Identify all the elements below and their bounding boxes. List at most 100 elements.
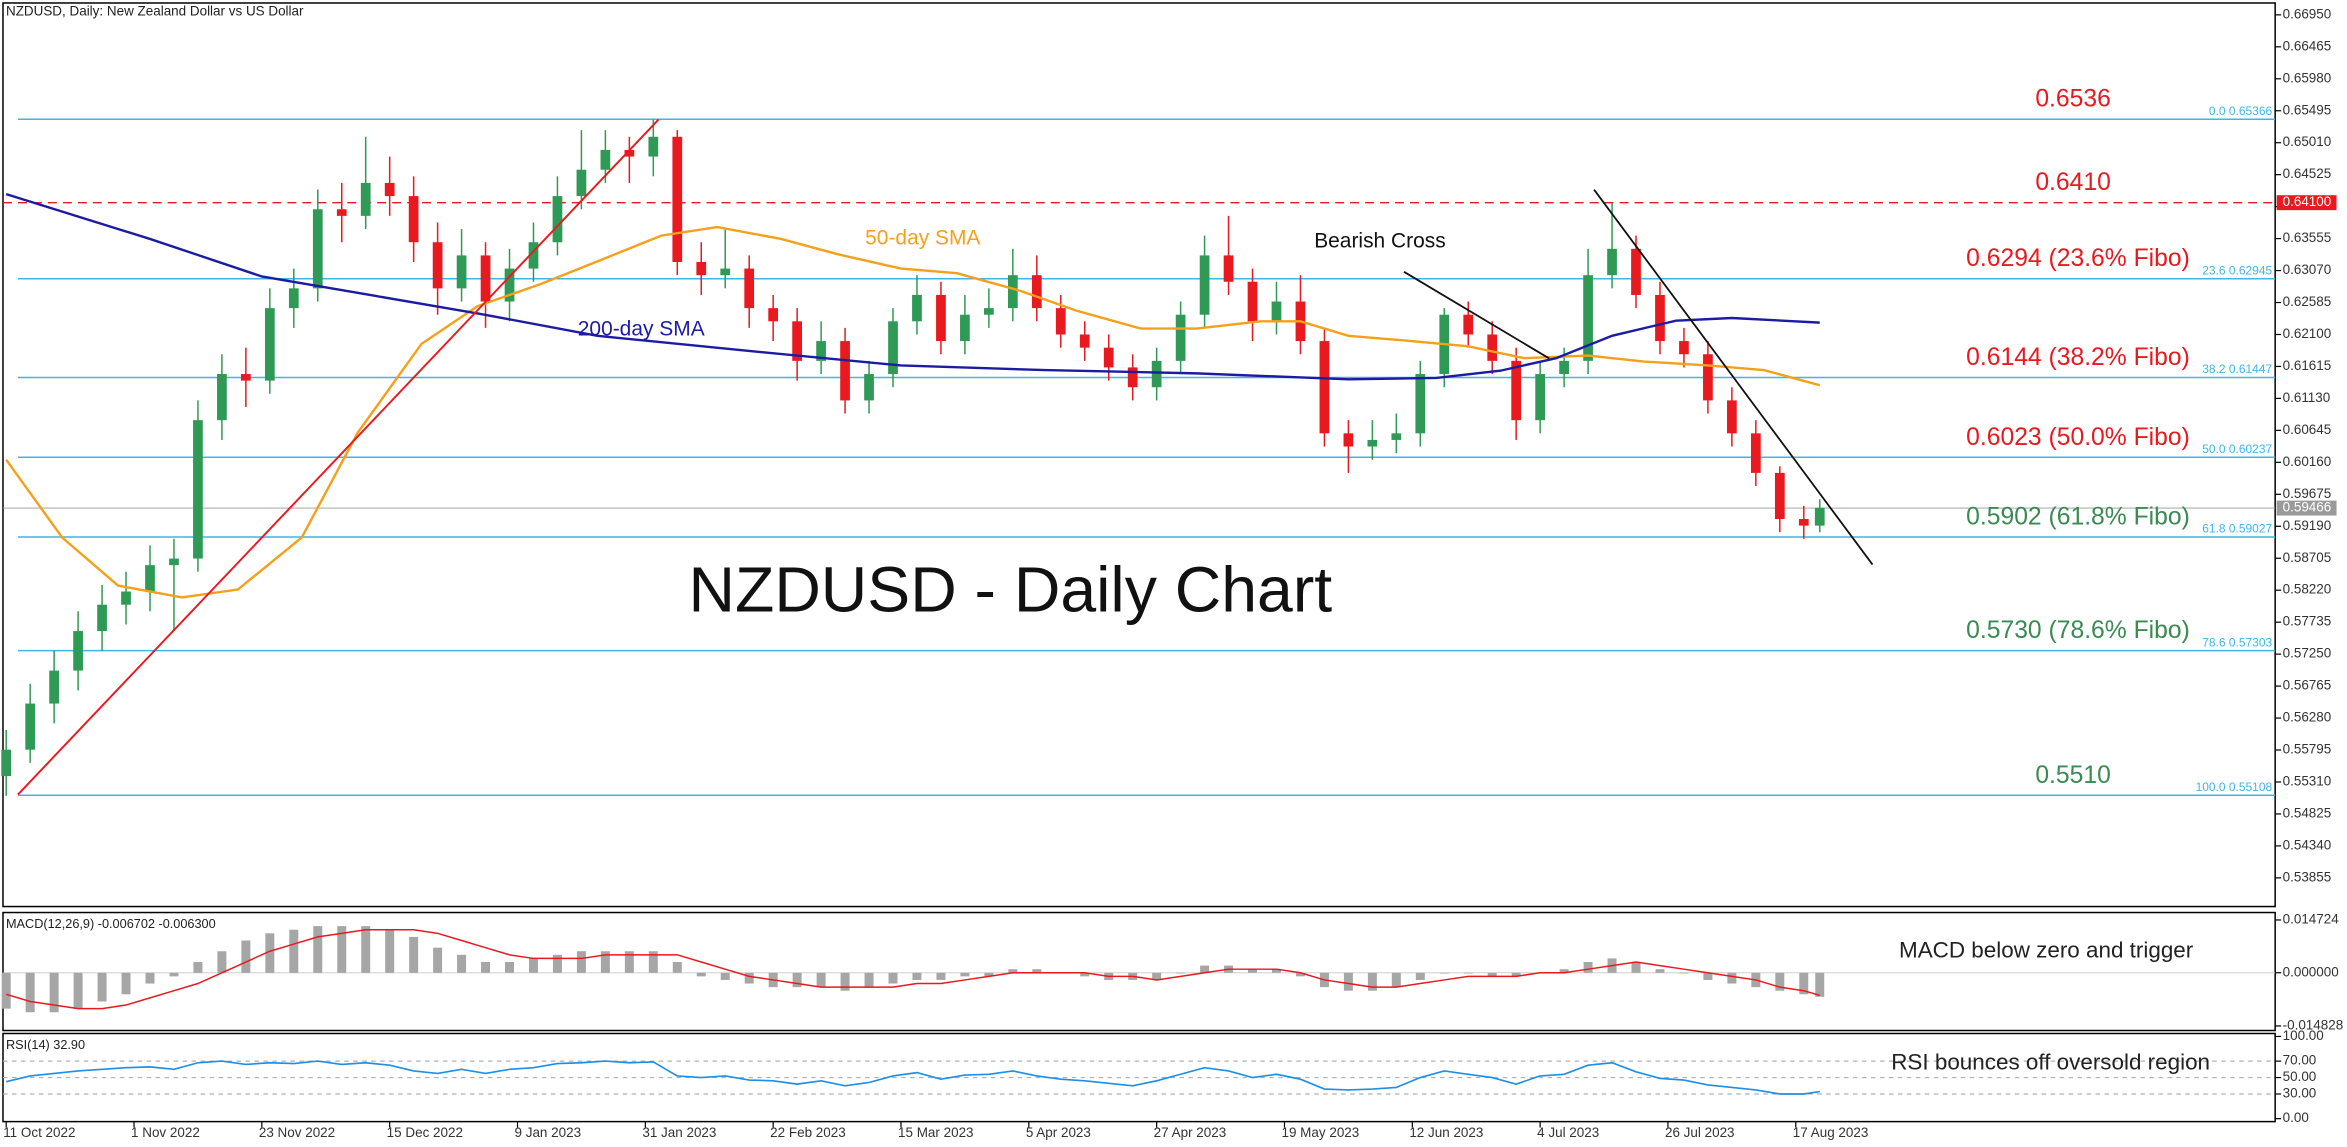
- candle-body: [1655, 294, 1665, 342]
- y-tick-label: 0.014724: [2283, 912, 2340, 927]
- y-tick-label: 0.62100: [2283, 326, 2332, 341]
- level-annotation: 0.6023 (50.0% Fibo): [1966, 424, 2190, 451]
- macd-bar: [265, 933, 275, 973]
- candle-body: [792, 321, 802, 361]
- macd-bar: [289, 929, 299, 973]
- candle-body: [504, 268, 515, 302]
- macd-bar: [1, 972, 11, 1009]
- y-tick-label: 0.66950: [2283, 6, 2332, 21]
- candle-body: [768, 308, 779, 322]
- x-tick-label: 12 Jun 2023: [1409, 1125, 1483, 1140]
- candle-body: [528, 242, 539, 269]
- macd-bar: [600, 951, 610, 973]
- macd-bar: [337, 926, 347, 973]
- y-tick-label: 30.00: [2283, 1086, 2317, 1101]
- candle-body: [384, 182, 395, 197]
- macd-bar: [552, 954, 562, 973]
- y-tick-label: 0.61130: [2283, 390, 2331, 405]
- candle-body: [1319, 341, 1330, 434]
- macd-bar: [313, 926, 323, 973]
- macd-bar: [648, 951, 658, 973]
- level-annotation: 0.6144 (38.2% Fibo): [1966, 344, 2190, 371]
- candle-body: [912, 294, 922, 322]
- x-tick-label: 27 Apr 2023: [1154, 1125, 1227, 1140]
- candle-body: [672, 136, 683, 262]
- macd-bar: [1655, 969, 1665, 973]
- macd-pane-frame: [2, 911, 2276, 1032]
- y-tick-label: 0.55795: [2283, 742, 2332, 757]
- macd-bar: [696, 972, 706, 977]
- fibo-label: 61.8 0.59027: [2202, 522, 2272, 536]
- macd-bar: [1559, 969, 1569, 973]
- candle-body: [1175, 314, 1186, 361]
- candle-body: [1199, 255, 1210, 315]
- level-annotation: 0.5730 (78.6% Fibo): [1966, 617, 2190, 644]
- candle-body: [1367, 439, 1378, 447]
- main-pane-frame: [2, 2, 2276, 908]
- x-tick-label: 5 Apr 2023: [1026, 1125, 1091, 1140]
- macd-bar: [193, 962, 203, 973]
- macd-bar: [481, 962, 491, 973]
- level-annotation: 0.6294 (23.6% Fibo): [1966, 245, 2190, 272]
- macd-bar: [25, 972, 35, 1013]
- macd-bar: [984, 972, 994, 977]
- candle-body: [1631, 248, 1641, 295]
- candle-body: [1, 749, 12, 777]
- macd-bar: [1775, 972, 1785, 991]
- macd-bar: [1703, 972, 1713, 980]
- last-price-tag: [2276, 500, 2337, 516]
- candle-body: [1343, 433, 1354, 447]
- macd-bar: [1415, 972, 1425, 980]
- macd-bar: [457, 954, 467, 973]
- x-tick-label: 15 Mar 2023: [898, 1125, 974, 1140]
- candle-body: [624, 149, 635, 157]
- y-tick-label: 0.65980: [2283, 70, 2332, 85]
- y-tick-label: 0.63555: [2283, 230, 2332, 245]
- y-tick-label: 0.58220: [2283, 582, 2332, 597]
- candle-body: [744, 268, 755, 309]
- candle-body: [1814, 507, 1825, 526]
- macd-bar: [433, 947, 443, 973]
- x-tick-label: 15 Dec 2022: [387, 1125, 463, 1140]
- macd-bar: [1391, 972, 1401, 988]
- candle-body: [1127, 367, 1138, 388]
- candle-body: [936, 294, 946, 342]
- candle-body: [1750, 433, 1761, 473]
- macd-bar: [528, 958, 538, 973]
- candle-body: [600, 149, 611, 170]
- y-tick-label: 0.55310: [2283, 774, 2332, 789]
- y-tick-label: 0.60160: [2283, 454, 2332, 469]
- uptrend-line: [17, 118, 660, 796]
- macd-bar: [744, 972, 754, 984]
- macd-bar: [672, 962, 682, 973]
- last-price-tag-label: 0.59466: [2283, 500, 2332, 515]
- downtrend-line: [1593, 189, 1874, 566]
- macd-bar: [1152, 972, 1162, 980]
- candle-body: [1511, 360, 1522, 421]
- candle-body: [480, 255, 491, 302]
- macd-bar: [1463, 972, 1473, 974]
- candle-body: [169, 558, 179, 566]
- macd-bar: [624, 951, 634, 973]
- candle-body: [288, 288, 299, 309]
- candle-body: [1607, 248, 1617, 276]
- y-tick-label: 0.00: [2283, 1110, 2309, 1125]
- macd-title: MACD(12,26,9) -0.006702 -0.006300: [6, 917, 216, 931]
- macd-bar: [1815, 972, 1825, 997]
- chart-title: NZDUSD, Daily: New Zealand Dollar vs US …: [6, 4, 304, 19]
- macd-bar: [1439, 972, 1449, 974]
- macd-bar: [720, 972, 730, 980]
- macd-bar: [1799, 972, 1809, 995]
- macd-bar: [792, 972, 802, 988]
- candle-body: [25, 703, 36, 750]
- y-tick-label: 0.57250: [2283, 646, 2332, 661]
- x-tick-label: 26 Jul 2023: [1665, 1125, 1735, 1140]
- candle-body: [888, 321, 898, 375]
- candle-body: [1535, 374, 1546, 421]
- plot-layer: 0.66950 0.66465 0.65980 0.65495 0.65010 0.645…: [1, 6, 2343, 1140]
- macd-bar: [1295, 972, 1305, 977]
- macd-bar: [121, 972, 131, 995]
- candle-body: [1271, 301, 1282, 322]
- candle-body: [576, 169, 587, 197]
